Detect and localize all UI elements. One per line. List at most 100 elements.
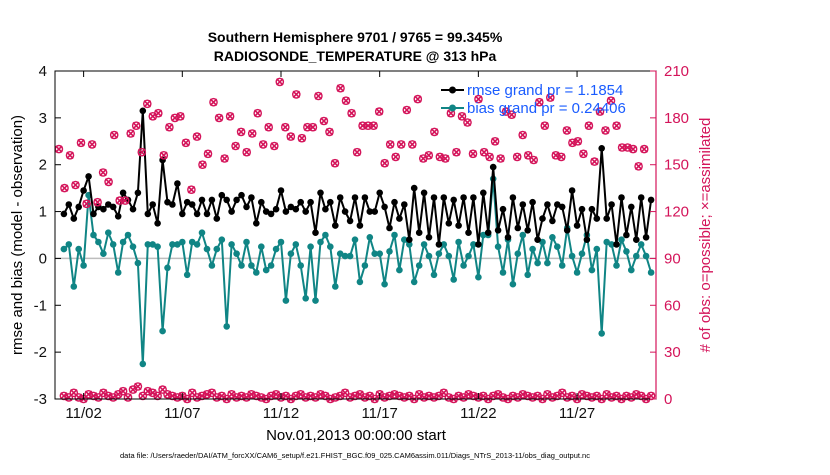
- bias-point-65: [381, 280, 388, 288]
- rmse-point-113: [618, 194, 625, 201]
- bias-point-119: [647, 269, 655, 276]
- obs-high-27-circle: [203, 149, 213, 159]
- obs-low-26-circle: [187, 388, 197, 398]
- obs-high-40-circle: [275, 77, 285, 87]
- obs-high-105-cross: [634, 162, 643, 171]
- rmse-point-26: [188, 201, 196, 208]
- obs-high-97: [590, 157, 599, 166]
- obs-high-60-cross: [386, 140, 394, 149]
- rmse-point-96: [534, 236, 541, 243]
- obs-low-28-cross: [198, 392, 206, 400]
- obs-low-20-circle: [158, 385, 167, 394]
- obs-high-86-cross: [529, 156, 538, 164]
- bias-point-33: [223, 323, 230, 330]
- obs-low-85-cross: [479, 392, 488, 400]
- obs-high-26: [198, 160, 207, 169]
- obs-high-58: [374, 107, 384, 116]
- obs-low-38-cross: [247, 390, 256, 399]
- bias-point-17: [144, 241, 152, 248]
- rmse-point-82: [465, 229, 472, 236]
- obs-high-11-circle: [115, 196, 124, 205]
- obs-high-99: [601, 126, 610, 135]
- y-left-tick-label-7: -3: [34, 391, 47, 408]
- obs-high-75-cross: [469, 150, 477, 158]
- y-axis-right-label: # of obs: o=possible; ×=assimilated: [697, 118, 714, 353]
- obs-high-96: [584, 121, 594, 130]
- rmse-point-71: [410, 184, 418, 192]
- obs-low-77-circle: [439, 388, 449, 398]
- obs-high-43: [291, 90, 301, 99]
- obs-high-64: [407, 140, 417, 149]
- obs-high-54-circle: [352, 147, 362, 157]
- y-left-tick-label-2: 2: [39, 157, 47, 174]
- obs-high-8-circle: [98, 168, 108, 177]
- bias-point-52: [317, 238, 324, 246]
- obs-low-100-cross: [553, 392, 562, 400]
- bias-point-54: [327, 243, 334, 250]
- bias-point-55: [332, 283, 339, 290]
- bias-point-7: [95, 238, 102, 246]
- rmse-point-1: [65, 201, 73, 208]
- rmse-point-97: [539, 215, 546, 222]
- obs-high-8: [98, 168, 108, 177]
- rmse-point-55: [332, 222, 339, 229]
- obs-high-49: [325, 127, 334, 137]
- obs-high-94-cross: [574, 137, 582, 146]
- rmse-point-102: [563, 227, 571, 234]
- data-file-footnote: data file: /Users/raeder/DAI/ATM_forcXX/…: [120, 451, 590, 460]
- obs-low-117-cross: [637, 392, 645, 400]
- obs-low-11-cross: [114, 390, 122, 399]
- bias-point-98: [544, 259, 551, 267]
- chart-title: Southern Hemisphere 9701 / 9765 = 99.345…: [208, 29, 503, 45]
- rmse-point-79: [450, 196, 458, 204]
- obs-high-42-cross: [287, 132, 295, 141]
- obs-low-19-cross: [153, 392, 162, 400]
- obs-high-92: [562, 126, 572, 135]
- obs-low-78-cross: [445, 393, 453, 402]
- rmse-point-92: [514, 224, 522, 232]
- bias-point-34: [228, 241, 235, 248]
- obs-high-87-cross: [535, 98, 544, 106]
- obs-high-49-cross: [325, 128, 334, 136]
- obs-high-37-circle: [258, 140, 268, 149]
- obs-high-70-circle: [441, 154, 450, 163]
- rmse-point-70: [406, 236, 413, 243]
- bias-point-12: [119, 238, 127, 246]
- rmse-point-91: [509, 194, 517, 201]
- obs-low-0-cross: [60, 392, 68, 400]
- obs-low-47-cross: [292, 392, 300, 400]
- obs-high-83-circle: [512, 152, 522, 162]
- bias-point-6: [90, 231, 97, 239]
- rmse-point-49: [302, 208, 310, 215]
- obs-high-3-circle: [71, 180, 80, 190]
- bias-point-19: [154, 243, 161, 250]
- rmse-point-60: [356, 222, 364, 229]
- bias-point-60: [356, 278, 364, 286]
- rmse-series: [60, 107, 655, 248]
- bias-point-11: [114, 269, 122, 276]
- obs-high-58-circle: [374, 107, 384, 116]
- bias-point-93: [519, 231, 527, 239]
- obs-high-37-cross: [259, 140, 267, 149]
- obs-high-47-circle: [314, 91, 323, 101]
- y-left-tick-label-1: 3: [39, 110, 47, 127]
- rmse-point-36: [238, 191, 245, 199]
- plot-area: [55, 71, 656, 399]
- rmse-point-40: [258, 198, 265, 206]
- rmse-point-85: [480, 189, 487, 197]
- obs-high-88-circle: [540, 121, 550, 130]
- bias-point-80: [455, 238, 462, 246]
- obs-high-51-circle: [336, 83, 345, 93]
- rmse-point-74: [425, 234, 433, 241]
- obs-high-36-cross: [253, 109, 262, 117]
- obs-high-68: [430, 127, 439, 137]
- obs-high-64-cross: [408, 140, 417, 149]
- rmse-point-66: [386, 224, 393, 232]
- rmse-point-73: [420, 189, 428, 197]
- bias-point-109: [598, 330, 605, 337]
- bias-point-59: [351, 236, 359, 243]
- obs-high-88-cross: [541, 121, 549, 130]
- bias-point-32: [218, 236, 226, 243]
- obs-high-76: [474, 94, 483, 104]
- bias-point-69: [401, 236, 408, 243]
